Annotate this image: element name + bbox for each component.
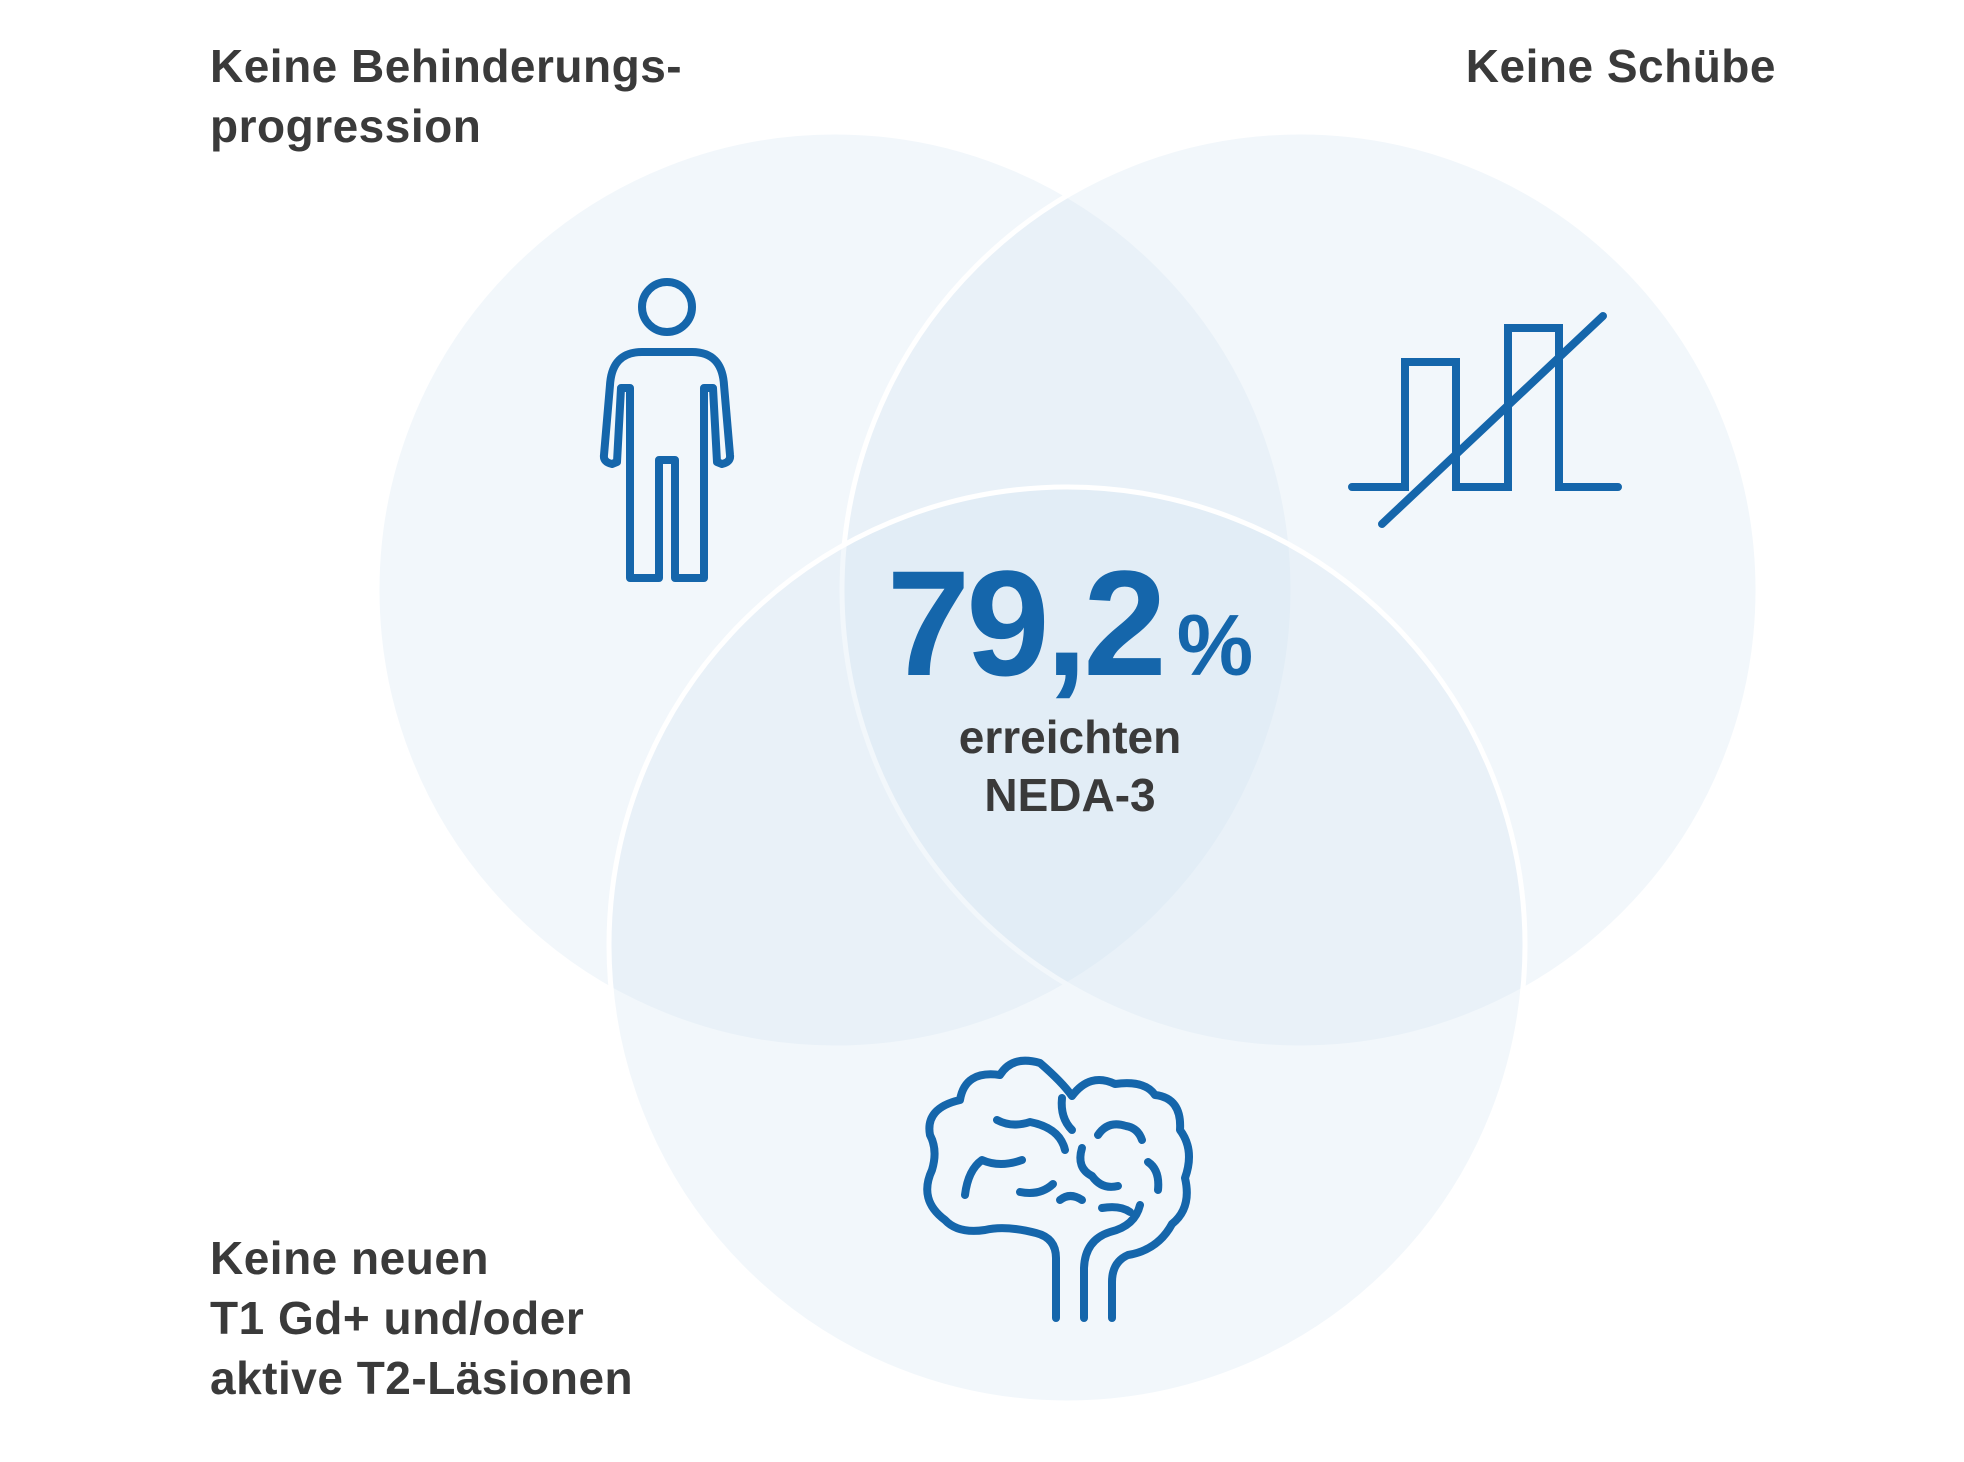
neda-percentage-value: 79,2 [886,539,1167,707]
label-no-disability-progression: Keine Behinderungs- progression [210,36,682,156]
circle-disability-progression [374,129,1296,1051]
label-line: Keine Schübe [1465,40,1776,92]
neda-stat: 79,2% [830,548,1310,698]
caption-line: NEDA-3 [984,769,1156,821]
label-no-new-lesions: Keine neuen T1 Gd+ und/oder aktive T2-Lä… [210,1228,633,1408]
label-line: Keine neuen [210,1232,490,1284]
circle-no-relapses [839,129,1761,1051]
neda-caption: erreichten NEDA-3 [830,708,1310,824]
label-no-relapses: Keine Schübe [1466,36,1776,96]
person-icon [599,278,735,582]
neda-percentage-unit: % [1176,598,1254,694]
label-line: progression [210,100,482,152]
caption-line: erreichten [958,711,1182,763]
neda-result: 79,2% erreichten NEDA-3 [830,548,1310,824]
venn-circles [374,129,1761,1406]
circle-no-lesions [606,484,1528,1406]
label-line: Keine Behinderungs- [210,40,683,92]
label-line: aktive T2-Läsionen [210,1352,634,1404]
brain-icon [923,1056,1193,1322]
relapse-crossed-icon [1348,312,1622,528]
label-line: T1 Gd+ und/oder [210,1292,585,1344]
